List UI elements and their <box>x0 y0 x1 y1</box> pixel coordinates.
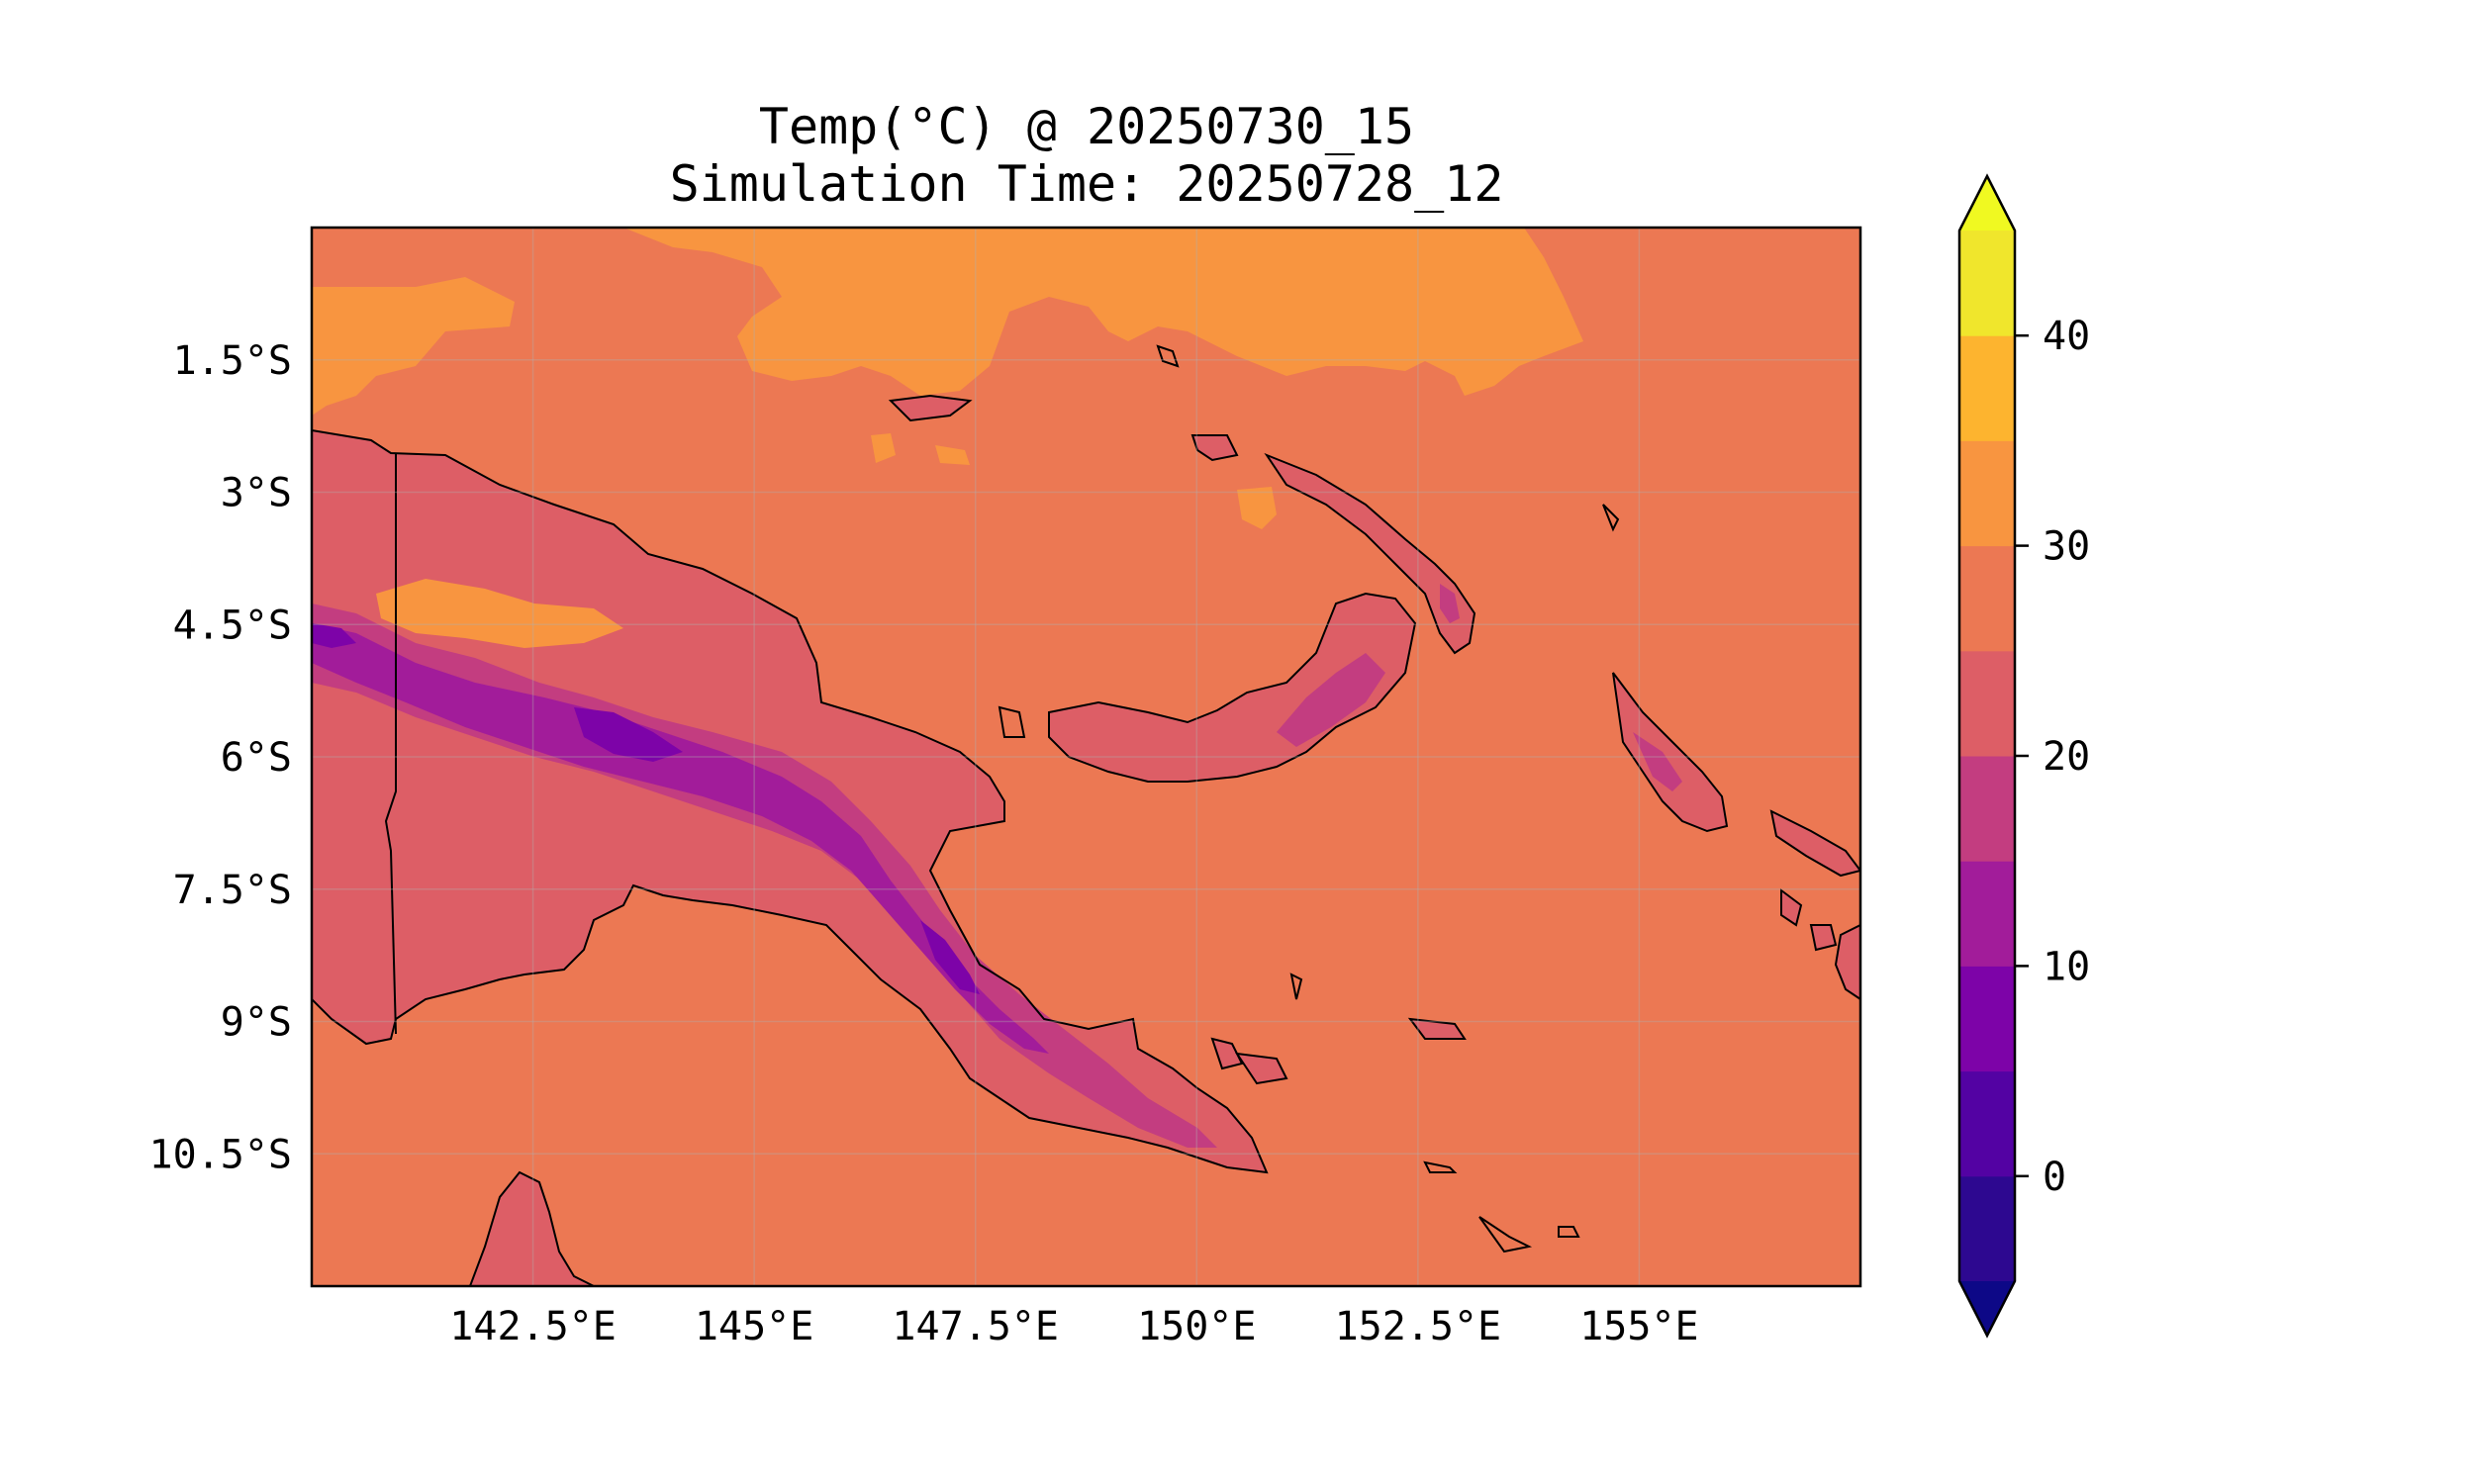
y-tick-label: 9°S <box>221 1000 292 1046</box>
colorbar-segment <box>1959 966 2015 1072</box>
solomon-land-2 <box>1781 890 1801 925</box>
chart-title-line1: Temp(°C) @ 20250730_15 <box>759 98 1414 155</box>
gridlines <box>312 228 1860 1286</box>
colorbar: 0 10 20 30 40 <box>1957 173 2090 1339</box>
new-guinea-peak-2 <box>920 920 980 994</box>
y-tick-label: 6°S <box>221 735 292 781</box>
colorbar-segment <box>1959 545 2015 652</box>
colorbar-segment <box>1959 861 2015 967</box>
warm-band-north <box>312 277 515 416</box>
colorbar-extend-max <box>1959 176 2015 231</box>
warm-patch-3 <box>935 445 970 465</box>
map-plot-area <box>312 228 1860 1286</box>
new-ireland-land <box>1267 455 1475 653</box>
new-ireland-highland <box>1440 584 1460 623</box>
colorbar-segment <box>1959 335 2015 441</box>
x-tick-label: 150°E <box>1137 1304 1256 1349</box>
new-britain-land <box>1049 594 1415 782</box>
y-axis-ticks: 1.5°S 3°S 4.5°S 6°S 7.5°S 9°S 10.5°S <box>149 338 293 1178</box>
colorbar-tick-label: 30 <box>2043 524 2090 570</box>
colorbar-outline <box>1957 173 2017 1339</box>
country-border <box>384 453 397 1035</box>
colorbar-tick-label: 0 <box>2043 1155 2066 1200</box>
warm-patch-2 <box>871 433 896 463</box>
y-tick-label: 10.5°S <box>149 1132 293 1177</box>
new-guinea-mountain <box>312 623 1049 1054</box>
colorbar-extend-min <box>1959 1281 2015 1336</box>
x-axis-ticks: 142.5°E 145°E 147.5°E 150°E 152.5°E 155°E <box>449 1304 1698 1349</box>
y-tick-label: 3°S <box>221 471 292 516</box>
colorbar-tick-label: 40 <box>2043 314 2090 359</box>
y-tick-label: 1.5°S <box>173 338 292 384</box>
colorbar-tick-label: 20 <box>2043 734 2090 780</box>
colorbar-segment <box>1959 1070 2015 1177</box>
colorbar-segment <box>1959 756 2015 862</box>
warm-band-north-center <box>623 228 1583 396</box>
solomon-land <box>1771 811 1860 876</box>
colorbar-segment <box>1959 1175 2015 1282</box>
island-southern-2 <box>1237 1054 1286 1083</box>
colorbar-segment <box>1959 231 2015 336</box>
x-tick-label: 152.5°E <box>1335 1304 1502 1349</box>
warm-patch <box>1237 487 1277 529</box>
island-manus <box>891 396 970 420</box>
coastlines <box>312 344 1860 1286</box>
colorbar-segment <box>1959 650 2015 757</box>
new-guinea-peak-3 <box>312 623 356 648</box>
bougainville-land <box>1613 673 1727 831</box>
chart-title-line2: Simulation Time: 20250728_12 <box>670 155 1504 213</box>
solomon-land-4 <box>1836 925 1860 999</box>
colorbar-segment <box>1959 440 2015 547</box>
solomon-land-3 <box>1811 925 1836 950</box>
new-britain-highland <box>1277 653 1385 747</box>
new-guinea-peak <box>574 707 683 762</box>
x-tick-label: 147.5°E <box>892 1304 1059 1349</box>
y-tick-label: 7.5°S <box>173 868 292 913</box>
x-tick-label: 142.5°E <box>449 1304 617 1349</box>
map-frame <box>310 226 1862 1288</box>
warm-inland-patch <box>376 579 623 648</box>
x-tick-label: 155°E <box>1579 1304 1698 1349</box>
colorbar-tick-label: 10 <box>2043 944 2090 989</box>
bougainville-highland <box>1633 732 1682 791</box>
y-tick-label: 4.5°S <box>173 603 292 648</box>
x-tick-label: 145°E <box>695 1304 813 1349</box>
